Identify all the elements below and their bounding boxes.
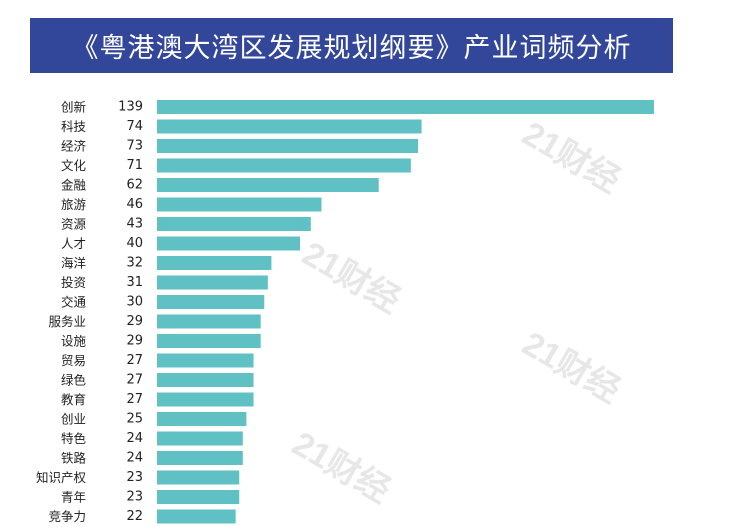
category-label: 创新 xyxy=(61,100,86,115)
value-label: 25 xyxy=(126,412,143,427)
bar xyxy=(157,334,261,348)
bar xyxy=(157,470,240,485)
bar xyxy=(157,100,654,114)
bar xyxy=(157,431,243,446)
category-label: 文化 xyxy=(61,158,87,173)
category-label: 服务业 xyxy=(48,314,86,329)
bar xyxy=(157,392,254,407)
category-label: 绿色 xyxy=(61,373,87,388)
category-label: 人才 xyxy=(61,236,86,251)
category-label: 经济 xyxy=(61,139,87,154)
value-label: 46 xyxy=(126,197,143,212)
value-label: 31 xyxy=(126,275,143,290)
bar xyxy=(157,139,419,153)
category-label: 设施 xyxy=(61,334,87,349)
value-label: 74 xyxy=(126,119,143,134)
category-label: 特色 xyxy=(61,431,87,446)
category-label: 青年 xyxy=(61,490,86,505)
value-label: 139 xyxy=(118,100,143,115)
bar xyxy=(157,178,379,192)
category-label: 竞争力 xyxy=(48,509,86,524)
value-label: 27 xyxy=(126,373,143,388)
bar xyxy=(157,295,265,309)
value-label: 23 xyxy=(126,470,143,485)
category-label: 交通 xyxy=(61,295,87,310)
value-label: 71 xyxy=(126,158,143,173)
bar xyxy=(157,509,236,524)
value-label: 27 xyxy=(126,392,143,407)
value-label: 27 xyxy=(126,353,143,368)
value-label: 24 xyxy=(126,431,143,446)
bar xyxy=(157,119,422,134)
bar xyxy=(157,490,240,504)
bar xyxy=(157,373,254,387)
bar xyxy=(157,353,254,368)
bar xyxy=(157,236,301,251)
value-label: 62 xyxy=(126,178,143,193)
category-label: 旅游 xyxy=(61,197,87,212)
category-label: 贸易 xyxy=(61,353,86,368)
category-label: 资源 xyxy=(61,217,87,232)
category-label: 海洋 xyxy=(61,256,86,271)
value-label: 40 xyxy=(126,236,143,251)
category-label: 教育 xyxy=(61,392,86,407)
chart-title-banner: 《粤港澳大湾区发展规划纲要》产业词频分析 xyxy=(30,18,673,73)
value-label: 23 xyxy=(126,490,143,505)
category-label: 铁路 xyxy=(61,451,87,466)
value-label: 22 xyxy=(126,509,143,524)
value-label: 73 xyxy=(126,139,143,154)
value-label: 24 xyxy=(126,451,143,466)
bar xyxy=(157,217,311,231)
category-label: 金融 xyxy=(61,178,87,193)
chart-title: 《粤港澳大湾区发展规划纲要》产业词频分析 xyxy=(71,33,632,64)
value-label: 29 xyxy=(126,314,143,329)
value-label: 30 xyxy=(126,295,143,310)
bar xyxy=(157,451,243,465)
value-label: 32 xyxy=(126,256,143,271)
value-label: 43 xyxy=(126,217,143,232)
bar xyxy=(157,275,268,290)
bar xyxy=(157,412,247,426)
bar xyxy=(157,256,272,270)
category-label: 投资 xyxy=(61,275,86,290)
category-label: 知识产权 xyxy=(36,470,87,485)
category-label: 科技 xyxy=(61,119,87,134)
category-label: 创业 xyxy=(61,412,86,427)
value-label: 29 xyxy=(126,334,143,349)
bar xyxy=(157,314,261,329)
bar xyxy=(157,158,411,173)
bar xyxy=(157,197,322,212)
